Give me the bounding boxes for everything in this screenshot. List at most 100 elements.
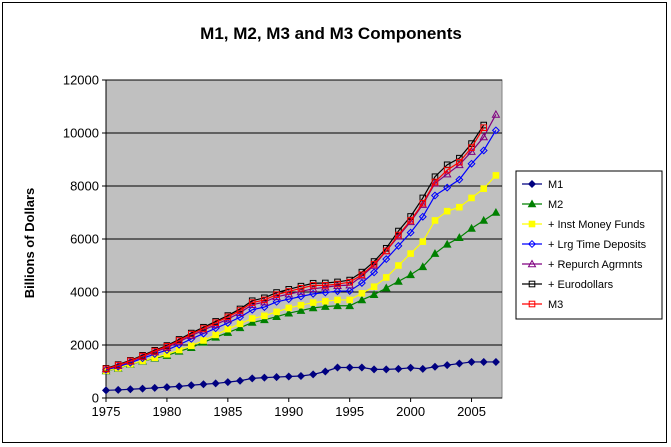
data-point — [430, 249, 440, 257]
data-point — [139, 352, 146, 360]
data-point — [224, 325, 232, 333]
data-point — [224, 313, 232, 321]
data-point — [357, 295, 367, 304]
data-point — [236, 320, 244, 328]
x-tick-label: 1990 — [274, 404, 303, 419]
data-point — [430, 362, 439, 371]
data-point — [248, 305, 257, 314]
data-point — [187, 330, 195, 338]
data-point — [345, 363, 354, 372]
data-point — [467, 147, 476, 155]
y-axis-ticks: 0 2000 4000 6000 8000 10000 12000 — [63, 73, 106, 406]
data-point — [357, 363, 366, 372]
y-tick-label: 4000 — [70, 285, 99, 300]
data-point — [285, 288, 293, 295]
legend-marker — [528, 280, 536, 288]
data-point — [322, 282, 329, 289]
y-axis-label: Billions of Dollars — [22, 188, 37, 299]
data-point — [468, 194, 475, 202]
series-line — [105, 130, 497, 371]
chart-title: M1, M2, M3 and M3 Components — [200, 24, 462, 43]
data-point — [455, 175, 464, 184]
series-inst-money-funds — [102, 172, 500, 375]
data-point — [187, 334, 196, 343]
data-point — [187, 381, 196, 390]
data-point — [382, 247, 390, 255]
data-point — [236, 376, 245, 385]
data-point — [236, 307, 244, 314]
data-point — [296, 371, 305, 381]
data-point — [223, 378, 232, 387]
data-point — [456, 203, 463, 211]
data-point — [431, 217, 439, 224]
data-point — [334, 280, 341, 288]
data-point — [163, 350, 171, 358]
x-tick-label: 1980 — [152, 404, 181, 419]
legend-marker — [527, 179, 537, 189]
legend-label: M1 — [548, 179, 563, 191]
data-point — [200, 337, 207, 344]
data-point — [175, 382, 184, 391]
data-point — [212, 319, 219, 327]
data-point — [419, 199, 427, 207]
data-point — [272, 292, 281, 301]
data-point — [406, 228, 415, 237]
data-point — [236, 313, 245, 322]
legend-marker — [528, 300, 536, 308]
legend-label: + Repurch Agrmnts — [548, 259, 643, 271]
data-point — [309, 289, 318, 298]
data-point — [346, 278, 353, 286]
data-point — [260, 303, 269, 312]
data-point — [455, 233, 464, 241]
data-point — [407, 250, 414, 257]
data-point — [491, 109, 501, 118]
data-point — [382, 365, 391, 374]
data-point — [456, 158, 463, 166]
data-point — [443, 166, 451, 174]
data-point — [127, 357, 134, 365]
data-point — [491, 126, 500, 135]
legend-label: M2 — [548, 199, 563, 211]
y-tick-label: 6000 — [70, 232, 99, 247]
data-point — [419, 238, 427, 245]
data-point — [333, 281, 342, 289]
data-point — [151, 347, 159, 355]
data-point — [200, 325, 207, 332]
data-point — [442, 239, 452, 248]
data-point — [260, 297, 269, 306]
data-point — [358, 290, 366, 297]
data-point — [285, 304, 293, 312]
data-point — [284, 295, 293, 304]
data-point — [467, 223, 476, 232]
series-m3 — [102, 124, 488, 373]
data-point — [479, 146, 488, 155]
data-point — [322, 297, 329, 305]
data-point — [114, 385, 123, 394]
data-point — [260, 373, 269, 382]
data-point — [479, 357, 488, 366]
data-point — [346, 296, 353, 304]
data-point — [442, 169, 452, 178]
y-tick-label: 8000 — [70, 179, 99, 194]
data-point — [455, 359, 464, 368]
x-axis-ticks: 1975 1980 1985 1990 1995 2000 2005 — [92, 398, 486, 419]
data-point — [321, 288, 330, 297]
data-point — [273, 308, 280, 316]
data-point — [248, 299, 256, 306]
data-point — [395, 231, 402, 239]
data-point — [430, 191, 439, 200]
legend-item: M3 — [522, 299, 563, 311]
legend-item: + Eurodollars — [522, 279, 614, 291]
legend-marker — [528, 220, 536, 228]
legend-item: + Inst Money Funds — [522, 219, 645, 231]
data-point — [370, 365, 379, 374]
legend-item: M2 — [522, 199, 563, 211]
data-point — [261, 296, 268, 304]
data-point — [430, 178, 440, 187]
data-point — [320, 302, 330, 310]
data-point — [370, 283, 378, 290]
data-point — [273, 291, 280, 298]
data-point — [247, 317, 257, 326]
data-point — [284, 372, 293, 381]
legend-label: + Eurodollars — [548, 279, 614, 291]
